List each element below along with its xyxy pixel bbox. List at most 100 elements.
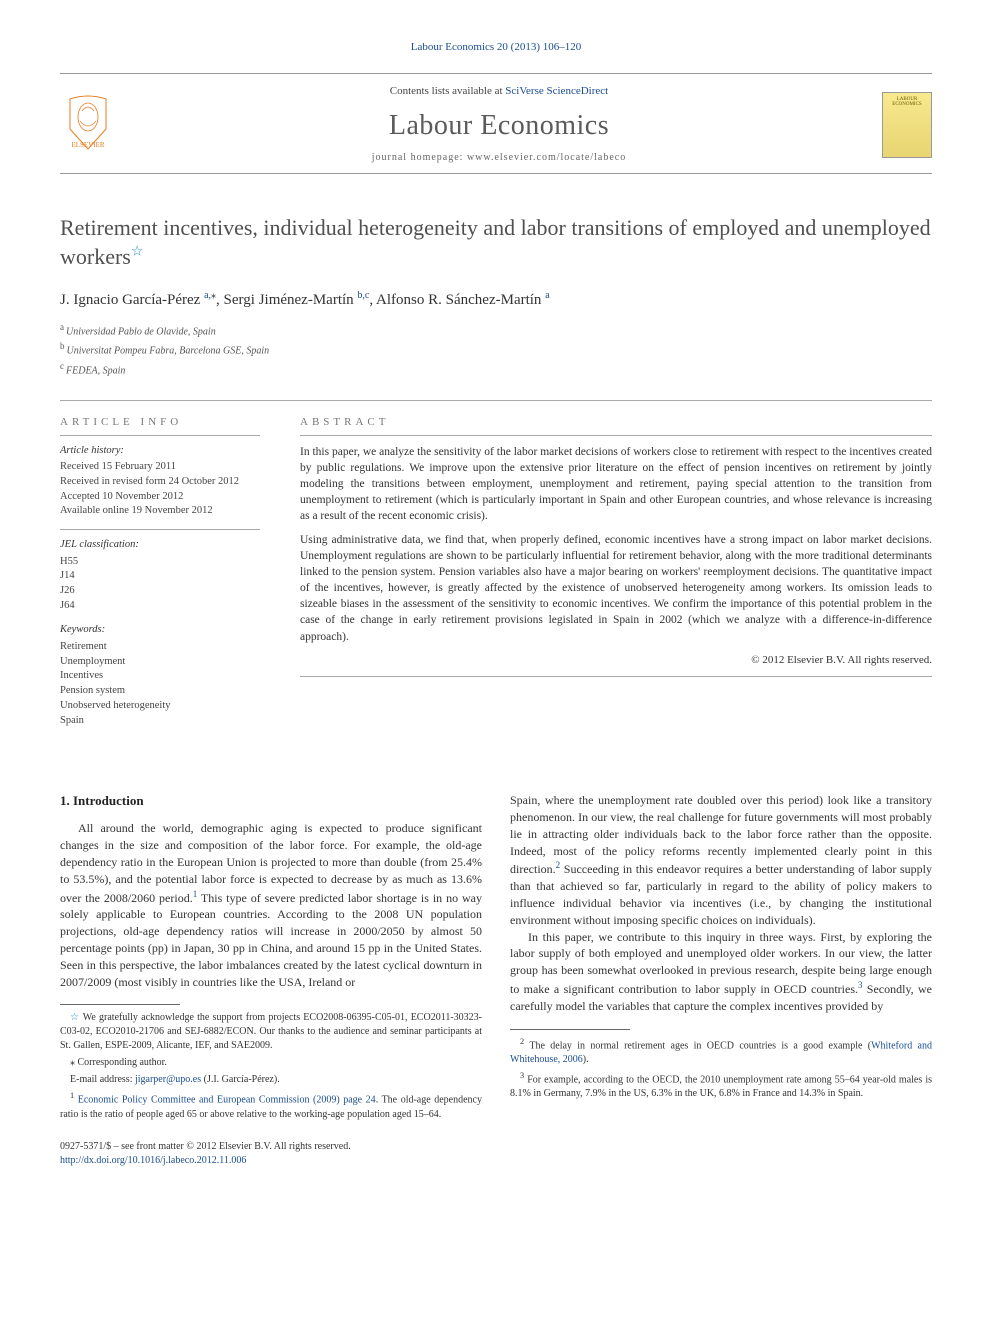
title-footnote-star-icon[interactable]: ☆ <box>131 244 144 259</box>
info-abstract-row: ARTICLE INFO Article history: Received 1… <box>60 415 932 738</box>
body-text: Succeeding in this endeavor requires a b… <box>510 862 932 926</box>
affiliation-line: bUniversitat Pompeu Fabra, Barcelona GSE… <box>60 340 932 358</box>
jel-block: JEL classification: H55 J14 J26 J64 <box>60 538 260 613</box>
article-info-label: ARTICLE INFO <box>60 415 260 430</box>
info-divider <box>60 529 260 530</box>
article-title-text: Retirement incentives, individual hetero… <box>60 215 931 269</box>
footnote-email: E-mail address: jigarper@upo.es (J.I. Ga… <box>60 1073 482 1087</box>
history-line: Received in revised form 24 October 2012 <box>60 475 260 490</box>
history-line: Accepted 10 November 2012 <box>60 490 260 505</box>
journal-homepage: journal homepage: www.elsevier.com/locat… <box>116 151 882 165</box>
footnote-text: The delay in normal retirement ages in O… <box>529 1040 871 1051</box>
footnotes-left: ☆ We gratefully acknowledge the support … <box>60 1011 482 1121</box>
footnote-star: ☆ We gratefully acknowledge the support … <box>60 1011 482 1053</box>
journal-name: Labour Economics <box>116 106 882 145</box>
abstract-copyright: © 2012 Elsevier B.V. All rights reserved… <box>300 653 932 668</box>
keywords-label: Keywords: <box>60 623 260 638</box>
abstract-col: ABSTRACT In this paper, we analyze the s… <box>300 415 932 738</box>
article-title: Retirement incentives, individual hetero… <box>60 214 932 271</box>
affiliation-text: Universitat Pompeu Fabra, Barcelona GSE,… <box>67 346 270 357</box>
footnote-number: 3 <box>520 1071 524 1080</box>
journal-reference: Labour Economics 20 (2013) 106–120 <box>60 40 932 55</box>
affiliation-sup: b <box>60 341 65 351</box>
article-info-col: ARTICLE INFO Article history: Received 1… <box>60 415 260 738</box>
footnote-text: We gratefully acknowledge the support fr… <box>60 1012 482 1051</box>
affiliation-text: FEDEA, Spain <box>66 365 125 376</box>
footer-block: 0927-5371/$ – see front matter © 2012 El… <box>60 1140 482 1168</box>
keyword: Incentives <box>60 669 260 684</box>
email-who: (J.I. García-Pérez). <box>201 1074 280 1085</box>
affiliation-line: cFEDEA, Spain <box>60 360 932 378</box>
body-paragraph: All around the world, demographic aging … <box>60 820 482 990</box>
body-col-left: 1. Introduction All around the world, de… <box>60 792 482 1167</box>
footnote-rule <box>510 1029 630 1030</box>
affiliation-sup: a <box>60 322 64 332</box>
keyword: Pension system <box>60 684 260 699</box>
affiliations-block: aUniversidad Pablo de Olavide, Spain bUn… <box>60 321 932 378</box>
svg-text:ELSEVIER: ELSEVIER <box>71 141 104 149</box>
abstract-text: In this paper, we analyze the sensitivit… <box>300 444 932 645</box>
info-divider <box>300 435 932 436</box>
jel-code: H55 <box>60 555 260 570</box>
sciencedirect-link[interactable]: SciVerse ScienceDirect <box>505 85 608 97</box>
author-sep: , <box>216 292 224 308</box>
footnote-corresponding: ⁎ Corresponding author. <box>60 1056 482 1070</box>
masthead-center: Contents lists available at SciVerse Sci… <box>116 84 882 165</box>
email-label: E-mail address: <box>70 1074 135 1085</box>
footnote-1-citation-link[interactable]: Economic Policy Committee and European C… <box>78 1095 376 1106</box>
body-text: This type of severe predicted labor shor… <box>60 891 482 989</box>
abstract-paragraph: Using administrative data, we find that,… <box>300 532 932 645</box>
body-col-right: Spain, where the unemployment rate doubl… <box>510 792 932 1167</box>
abstract-paragraph: In this paper, we analyze the sensitivit… <box>300 444 932 524</box>
body-two-column: 1. Introduction All around the world, de… <box>60 792 932 1167</box>
history-line: Available online 19 November 2012 <box>60 504 260 519</box>
footnote-number: 1 <box>70 1091 74 1100</box>
history-label: Article history: <box>60 444 260 459</box>
body-paragraph: Spain, where the unemployment rate doubl… <box>510 792 932 928</box>
footnote-text: ). <box>583 1054 589 1065</box>
footnote-number: 2 <box>520 1037 524 1046</box>
journal-cover-thumb: LABOUR ECONOMICS <box>882 92 932 158</box>
keywords-block: Keywords: Retirement Unemployment Incent… <box>60 623 260 728</box>
doi-link[interactable]: http://dx.doi.org/10.1016/j.labeco.2012.… <box>60 1155 246 1166</box>
contents-list-line: Contents lists available at SciVerse Sci… <box>116 84 882 99</box>
section-divider <box>60 400 932 401</box>
contents-list-prefix: Contents lists available at <box>390 85 505 97</box>
author-1-name: J. Ignacio García-Pérez <box>60 292 204 308</box>
cover-thumb-label: LABOUR ECONOMICS <box>887 97 927 108</box>
authors-line: J. Ignacio García-Pérez a,⁎, Sergi Jimén… <box>60 289 932 311</box>
elsevier-logo: ELSEVIER <box>60 91 116 158</box>
author-3-affiliation-sup[interactable]: a <box>545 290 549 301</box>
history-block: Article history: Received 15 February 20… <box>60 444 260 519</box>
author-1-affiliation-sup[interactable]: a, <box>204 290 211 301</box>
footnote-rule <box>60 1004 180 1005</box>
footnotes-right: 2 The delay in normal retirement ages in… <box>510 1036 932 1102</box>
footnote-3: 3 For example, according to the OECD, th… <box>510 1070 932 1101</box>
section-heading-intro: 1. Introduction <box>60 792 482 810</box>
jel-code: J64 <box>60 599 260 614</box>
star-icon: ☆ <box>70 1012 83 1023</box>
journal-reference-link[interactable]: Labour Economics 20 (2013) 106–120 <box>411 41 581 53</box>
author-2-affiliation-sup[interactable]: b,c <box>357 290 369 301</box>
jel-label: JEL classification: <box>60 538 260 553</box>
keyword: Retirement <box>60 640 260 655</box>
masthead: ELSEVIER Contents lists available at Sci… <box>60 73 932 174</box>
front-matter-line: 0927-5371/$ – see front matter © 2012 El… <box>60 1140 482 1154</box>
footnote-text: For example, according to the OECD, the … <box>510 1074 932 1099</box>
keyword: Spain <box>60 714 260 729</box>
author-3-name: Alfonso R. Sánchez-Martín <box>376 292 545 308</box>
info-divider <box>60 435 260 436</box>
affiliation-text: Universidad Pablo de Olavide, Spain <box>66 326 216 337</box>
author-2-name: Sergi Jiménez-Martín <box>224 292 358 308</box>
keyword: Unobserved heterogeneity <box>60 699 260 714</box>
footnote-1: 1 Economic Policy Committee and European… <box>60 1090 482 1121</box>
body-paragraph: In this paper, we contribute to this inq… <box>510 929 932 1015</box>
jel-code: J14 <box>60 569 260 584</box>
affiliation-line: aUniversidad Pablo de Olavide, Spain <box>60 321 932 339</box>
footnote-2: 2 The delay in normal retirement ages in… <box>510 1036 932 1067</box>
jel-code: J26 <box>60 584 260 599</box>
history-line: Received 15 February 2011 <box>60 460 260 475</box>
affiliation-sup: c <box>60 361 64 371</box>
email-link[interactable]: jigarper@upo.es <box>135 1074 201 1085</box>
keyword: Unemployment <box>60 655 260 670</box>
